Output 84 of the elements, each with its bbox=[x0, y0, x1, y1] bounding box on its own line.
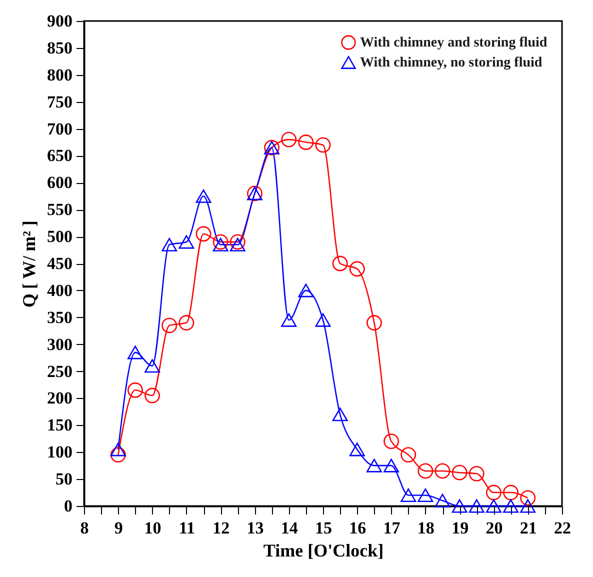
point bbox=[127, 346, 143, 360]
point bbox=[144, 359, 160, 373]
point bbox=[520, 490, 536, 506]
point bbox=[503, 484, 519, 500]
point bbox=[110, 447, 126, 463]
x-tick-label: 11 bbox=[178, 518, 195, 538]
y-tick-label: 100 bbox=[47, 442, 72, 462]
legend-label: With chimney and storing fluid bbox=[360, 36, 548, 50]
point bbox=[503, 499, 519, 513]
x-tick-label: 13 bbox=[246, 518, 264, 538]
point bbox=[298, 134, 314, 150]
point bbox=[486, 499, 502, 513]
y-axis-title: Q [ W/ m² ] bbox=[19, 220, 39, 308]
x-tick-label: 12 bbox=[212, 518, 230, 538]
x-tick-label: 14 bbox=[280, 518, 298, 538]
y-tick-label: 300 bbox=[47, 334, 72, 354]
x-tick-label: 9 bbox=[114, 518, 123, 538]
point bbox=[162, 318, 178, 334]
point bbox=[468, 466, 484, 482]
point bbox=[196, 226, 212, 242]
y-tick-label: 750 bbox=[47, 92, 72, 112]
x-tick-label: 10 bbox=[144, 518, 162, 538]
point bbox=[434, 494, 450, 508]
point bbox=[230, 238, 246, 252]
y-tick-label: 250 bbox=[47, 362, 72, 381]
point bbox=[349, 442, 365, 456]
point bbox=[366, 315, 382, 330]
point bbox=[418, 463, 434, 479]
x-tick-label: 20 bbox=[486, 518, 503, 538]
point bbox=[196, 189, 212, 203]
point bbox=[418, 488, 434, 502]
point bbox=[520, 499, 536, 513]
point bbox=[110, 442, 126, 456]
point bbox=[486, 484, 502, 500]
point bbox=[468, 499, 484, 513]
point bbox=[178, 235, 194, 249]
point bbox=[298, 284, 314, 298]
point bbox=[366, 458, 382, 472]
x-tick-label: 19 bbox=[452, 518, 469, 538]
y-tick-label: 0 bbox=[64, 496, 72, 516]
point bbox=[400, 447, 416, 463]
x-tick-label: 18 bbox=[417, 518, 434, 538]
point bbox=[332, 408, 348, 422]
x-tick-label: 16 bbox=[349, 518, 366, 538]
point bbox=[434, 463, 450, 479]
y-tick-label: 800 bbox=[47, 65, 72, 84]
legend-label: With chimney, no storing fluid bbox=[360, 56, 542, 70]
point bbox=[315, 137, 331, 153]
point bbox=[212, 234, 228, 250]
point bbox=[178, 315, 194, 330]
x-tick-label: 22 bbox=[554, 518, 571, 538]
y-tick-label: 900 bbox=[47, 12, 72, 30]
point bbox=[281, 313, 297, 327]
point bbox=[452, 464, 468, 480]
x-axis-title: Time [O'Clock] bbox=[263, 540, 384, 560]
x-tick-label: 17 bbox=[383, 518, 401, 538]
y-tick-label: 850 bbox=[47, 38, 72, 58]
point bbox=[212, 238, 228, 252]
x-tick-label: 8 bbox=[80, 518, 89, 538]
y-tick-label: 650 bbox=[47, 146, 72, 166]
point bbox=[127, 382, 143, 398]
point bbox=[384, 434, 400, 450]
y-tick-label: 450 bbox=[47, 254, 72, 273]
point bbox=[162, 238, 178, 252]
y-tick-label: 600 bbox=[47, 173, 72, 192]
y-tick-label: 700 bbox=[47, 119, 72, 138]
y-tick-label: 550 bbox=[47, 200, 72, 220]
x-tick-label: 15 bbox=[315, 518, 332, 538]
point bbox=[315, 313, 331, 327]
y-tick-label: 350 bbox=[47, 308, 72, 327]
point bbox=[230, 234, 246, 250]
y-tick-label: 50 bbox=[56, 470, 72, 489]
y-tick-label: 400 bbox=[47, 280, 72, 300]
point bbox=[349, 261, 365, 277]
point bbox=[400, 488, 416, 502]
point bbox=[452, 499, 468, 513]
y-tick-label: 150 bbox=[47, 416, 72, 435]
point bbox=[144, 388, 160, 404]
x-tick-label: 21 bbox=[520, 518, 537, 538]
y-tick-label: 500 bbox=[47, 227, 72, 246]
point bbox=[332, 256, 348, 272]
point bbox=[281, 132, 297, 148]
y-tick-label: 200 bbox=[47, 388, 72, 408]
point bbox=[384, 458, 400, 472]
